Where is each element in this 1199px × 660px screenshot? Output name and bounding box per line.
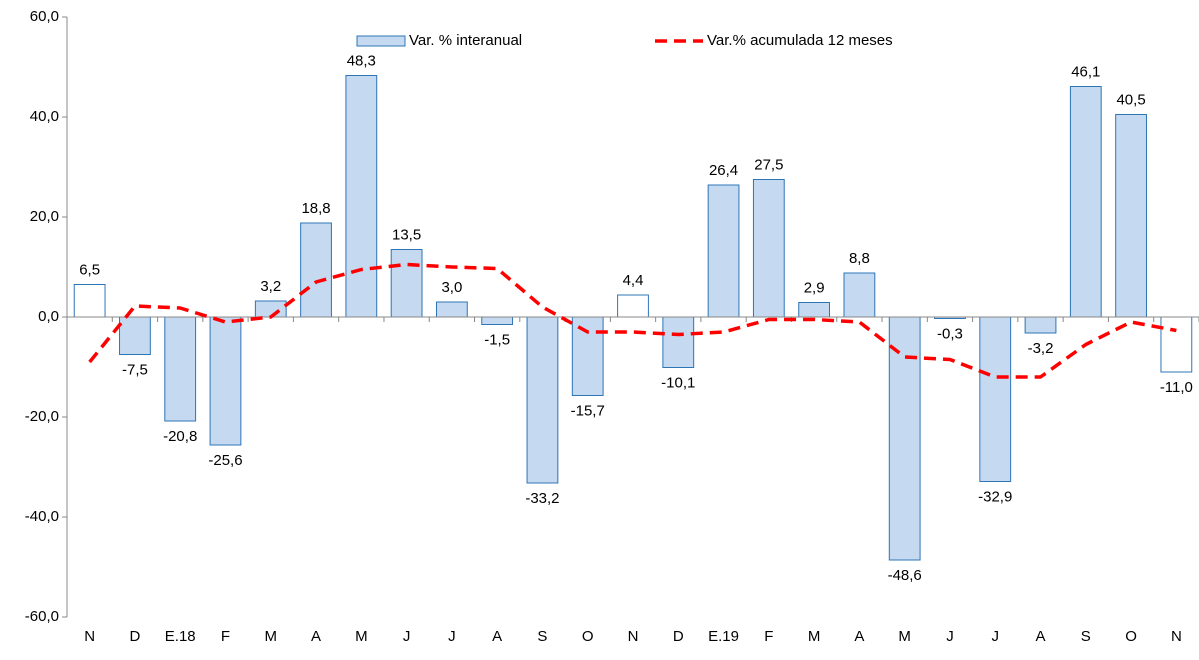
bar <box>300 222 332 318</box>
legend-label: Var.% acumulada 12 meses <box>707 32 893 49</box>
data-label: -25,6 <box>208 452 242 469</box>
data-label: -48,6 <box>888 567 922 584</box>
y-tick-label: 0,0 <box>38 308 59 325</box>
bar <box>345 75 378 318</box>
y-tick-label: 40,0 <box>30 108 59 125</box>
data-label: 27,5 <box>754 156 783 173</box>
y-tick-label: -40,0 <box>25 508 59 525</box>
data-label: 18,8 <box>301 200 330 217</box>
data-label: -11,0 <box>1160 379 1193 396</box>
x-tick-label: D <box>129 628 140 645</box>
bar <box>1069 86 1102 318</box>
x-tick-label: J <box>991 628 999 645</box>
bar <box>843 272 876 318</box>
bar <box>752 179 785 318</box>
x-tick-label: J <box>946 628 954 645</box>
x-tick-label: N <box>1171 628 1182 645</box>
data-label: 40,5 <box>1116 91 1145 108</box>
data-label: -10,1 <box>661 374 695 391</box>
x-tick-label: S <box>1081 628 1091 645</box>
data-label: -1,5 <box>484 331 510 348</box>
x-tick-label: M <box>265 628 278 645</box>
x-tick-label: E.19 <box>708 628 739 645</box>
bar <box>209 316 242 446</box>
bar <box>390 249 423 318</box>
x-tick-label: A <box>492 628 502 645</box>
bar <box>617 294 649 318</box>
x-tick-label: N <box>84 628 95 645</box>
bar <box>481 316 514 325</box>
bar <box>888 316 921 561</box>
data-label: 8,8 <box>849 250 870 267</box>
data-label: 2,9 <box>804 279 825 296</box>
data-label: -32,9 <box>978 488 1012 505</box>
x-tick-label: J <box>448 628 456 645</box>
data-label: -0,3 <box>937 325 963 342</box>
x-tick-label: M <box>808 628 821 645</box>
bar <box>1115 114 1147 318</box>
bar <box>435 301 468 318</box>
bar <box>119 316 151 355</box>
data-label: -33,2 <box>525 490 559 507</box>
x-tick-label: F <box>221 628 230 645</box>
data-label: 3,2 <box>260 278 281 295</box>
legend-swatch <box>356 35 406 47</box>
x-tick-label: F <box>764 628 773 645</box>
data-label: -20,8 <box>163 428 197 445</box>
x-tick-label: O <box>582 628 594 645</box>
y-tick-label: -20,0 <box>25 408 59 425</box>
data-label: 13,5 <box>392 226 421 243</box>
bar <box>1160 316 1193 373</box>
y-tick-label: 20,0 <box>30 208 59 225</box>
line <box>88 262 1177 379</box>
x-tick-label: J <box>403 628 411 645</box>
bar <box>979 316 1012 482</box>
x-tick-label: A <box>1036 628 1046 645</box>
x-tick-label: A <box>311 628 321 645</box>
bar <box>707 184 740 318</box>
bar <box>1024 316 1057 334</box>
legend-label: Var. % interanual <box>409 32 522 49</box>
x-tick-label: S <box>537 628 547 645</box>
x-tick-label: N <box>628 628 639 645</box>
data-label: 48,3 <box>347 52 376 69</box>
data-label: -3,2 <box>1028 340 1054 357</box>
bar <box>164 316 197 422</box>
bar <box>662 316 695 368</box>
data-label: 4,4 <box>623 272 644 289</box>
data-label: -15,7 <box>571 402 605 419</box>
bar <box>254 300 287 318</box>
bar <box>526 316 559 484</box>
data-label: 46,1 <box>1071 63 1100 80</box>
bar <box>73 284 106 318</box>
y-tick-label: 60,0 <box>30 8 59 25</box>
data-label: 3,0 <box>441 279 462 296</box>
data-label: 26,4 <box>709 162 738 179</box>
y-tick-label: -60,0 <box>25 608 59 625</box>
data-label: 6,5 <box>79 261 100 278</box>
bar <box>798 302 831 318</box>
x-tick-label: M <box>898 628 911 645</box>
bar <box>571 316 604 396</box>
x-tick-label: M <box>355 628 368 645</box>
x-tick-label: D <box>673 628 684 645</box>
x-tick-label: A <box>854 628 864 645</box>
x-tick-label: O <box>1125 628 1137 645</box>
data-label: -7,5 <box>122 361 148 378</box>
x-tick-label: E.18 <box>165 628 196 645</box>
